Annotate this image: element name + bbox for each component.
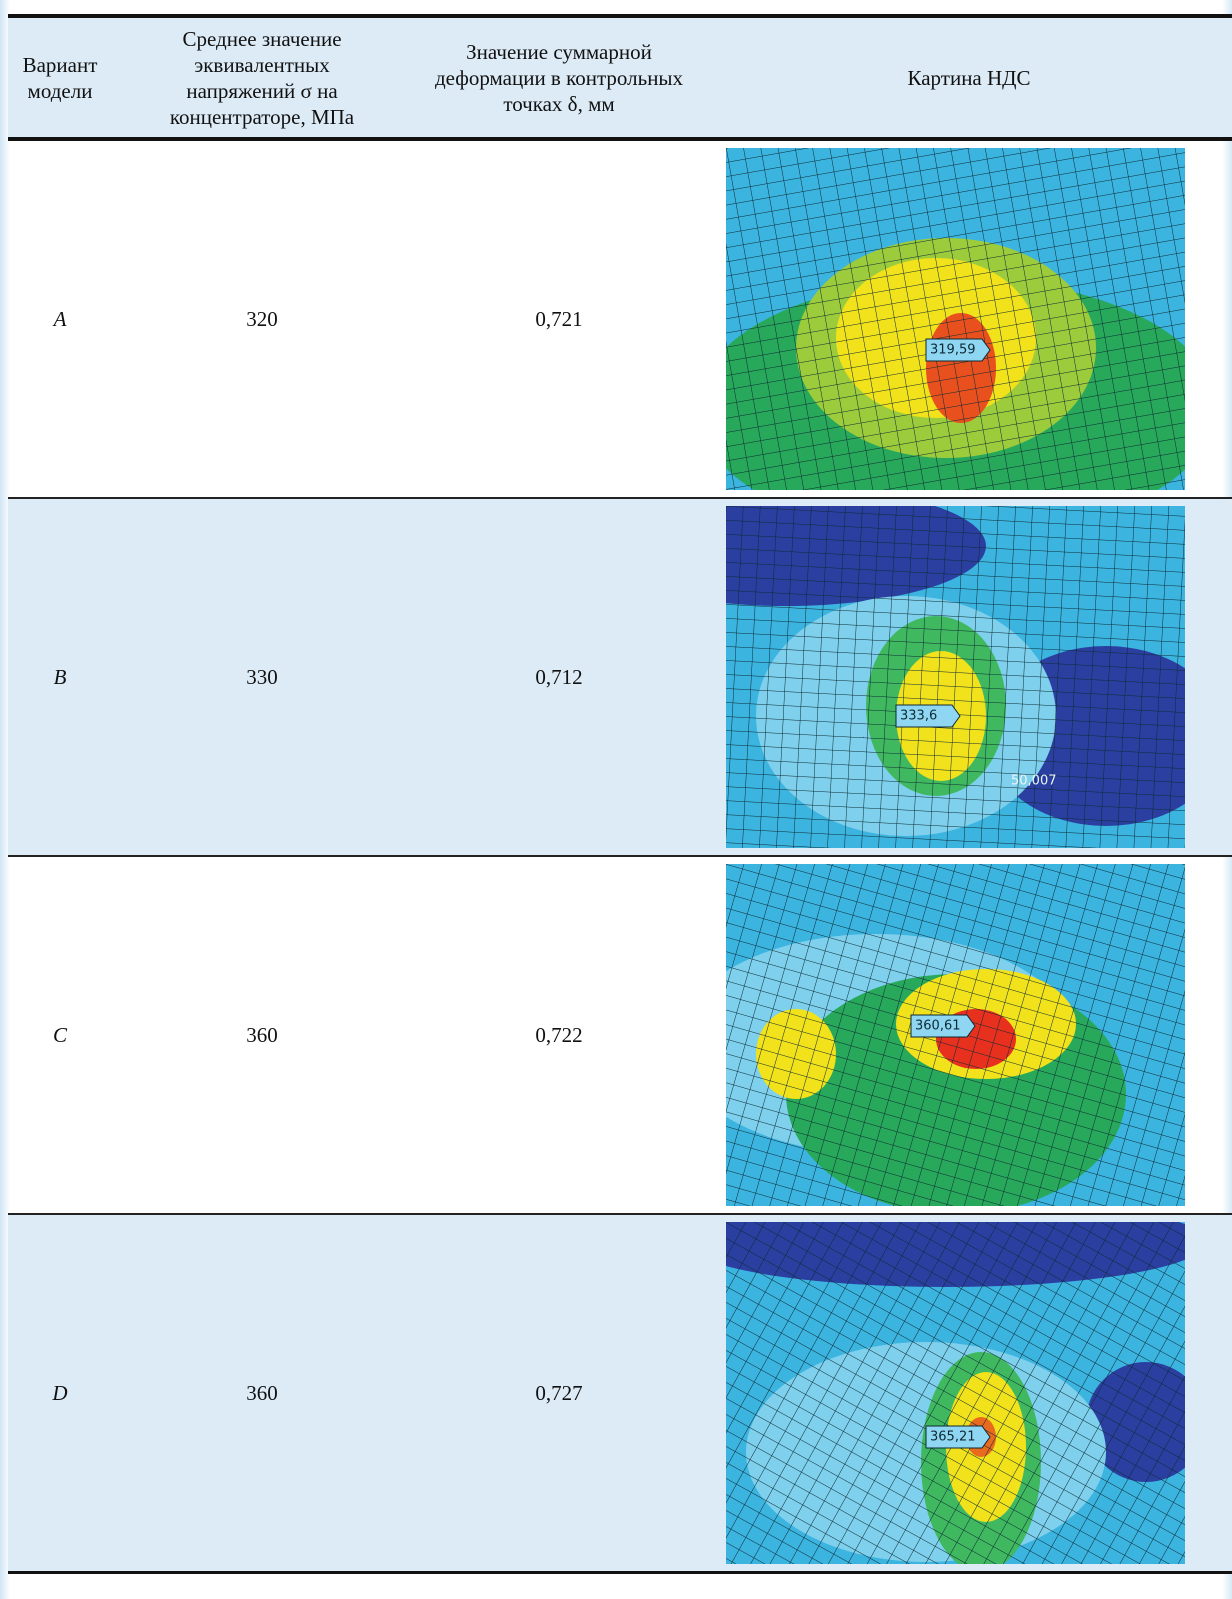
stress-picture: 360,61 — [726, 864, 1185, 1206]
header-row: Вариант модели Среднее значение эквивале… — [8, 16, 1232, 139]
header-text: Вариант модели — [16, 52, 104, 104]
picture-cell: 360,61 — [706, 856, 1232, 1214]
callout-label: 50,007 — [1011, 774, 1057, 789]
picture-cell: 333,6 50,007 — [706, 498, 1232, 856]
stress-cell: 330 — [112, 498, 412, 856]
page: Вариант модели Среднее значение эквивале… — [0, 0, 1232, 1599]
stress-picture: 333,6 50,007 — [726, 506, 1185, 848]
deformation-cell: 0,727 — [412, 1214, 706, 1573]
callout-label: 365,21 — [930, 1430, 976, 1445]
callout-label: 333,6 — [900, 709, 937, 724]
deformation-cell: 0,722 — [412, 856, 706, 1214]
stress-picture: 365,21 — [726, 1222, 1185, 1564]
variant-cell: A — [8, 139, 112, 498]
variant-cell: C — [8, 856, 112, 1214]
picture-cell: 319,59 — [706, 139, 1232, 498]
stress-cell: 360 — [112, 856, 412, 1214]
header-cell: Вариант модели — [8, 16, 112, 139]
picture-cell: 365,21 — [706, 1214, 1232, 1573]
header-text: Среднее значение эквивалентных напряжени… — [157, 26, 367, 130]
variant-cell: B — [8, 498, 112, 856]
header-cell: Среднее значение эквивалентных напряжени… — [112, 16, 412, 139]
mesh — [726, 148, 1185, 490]
results-table: Вариант модели Среднее значение эквивале… — [8, 14, 1232, 1574]
variant-cell: D — [8, 1214, 112, 1573]
mesh — [726, 1222, 1185, 1564]
header-cell: Значение суммарной деформации в контроль… — [412, 16, 706, 139]
callout-label: 360,61 — [915, 1019, 961, 1034]
stress-picture: 319,59 — [726, 148, 1185, 490]
stress-cell: 360 — [112, 1214, 412, 1573]
callout-label: 319,59 — [930, 343, 976, 358]
header-text: Картина НДС — [908, 66, 1031, 90]
deformation-cell: 0,721 — [412, 139, 706, 498]
deformation-cell: 0,712 — [412, 498, 706, 856]
header-text: Значение суммарной деформации в контроль… — [420, 39, 698, 117]
stress-cell: 320 — [112, 139, 412, 498]
mesh — [726, 506, 1185, 848]
header-cell: Картина НДС — [706, 16, 1232, 139]
